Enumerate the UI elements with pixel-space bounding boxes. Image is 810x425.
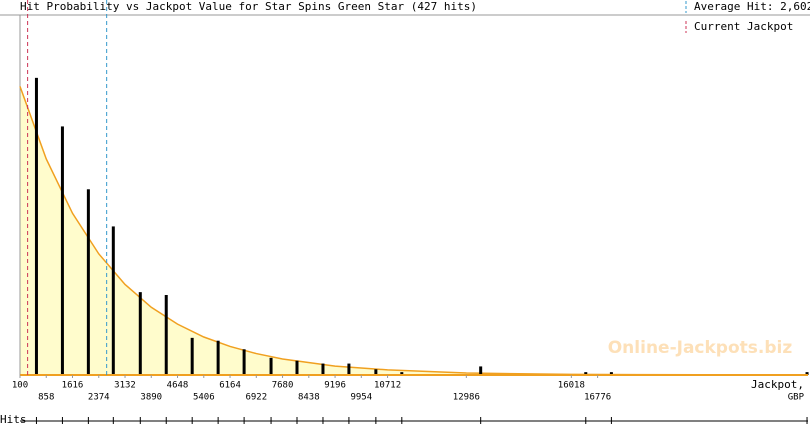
bar: [479, 366, 483, 375]
legend-label: Current Jackpot: [694, 20, 793, 33]
bar: [190, 337, 194, 375]
curve-area: [20, 86, 808, 375]
bar: [609, 372, 613, 375]
rug-label: Hits: [0, 413, 27, 425]
bar: [60, 126, 64, 375]
x-tick-label: 9954: [350, 393, 372, 403]
x-tick-label: 1616: [62, 381, 84, 391]
bar: [374, 369, 378, 375]
bar: [295, 360, 299, 375]
bar: [400, 372, 404, 375]
bar: [584, 372, 588, 375]
bar: [34, 77, 38, 375]
bar: [242, 349, 246, 375]
x-tick-label: 8438: [298, 393, 320, 403]
chart-title: Hit Probability vs Jackpot Value for Sta…: [20, 0, 477, 13]
x-tick-label: 7680: [272, 381, 294, 391]
x-tick-label: 2374: [88, 393, 110, 403]
bar: [216, 340, 220, 375]
legend-label: Average Hit: 2,602: [694, 0, 810, 13]
bar: [138, 292, 142, 375]
x-tick-label: 6922: [245, 393, 267, 403]
x-tick-label: 100: [12, 381, 28, 391]
x-tick-label: 10712: [374, 381, 401, 391]
bar: [164, 295, 168, 375]
x-tick-label: 16018: [558, 381, 585, 391]
bar: [805, 372, 809, 375]
x-tick-label: 9196: [324, 381, 346, 391]
x-tick-label: 6164: [219, 381, 241, 391]
bar: [111, 226, 115, 375]
x-tick-label: 5406: [193, 393, 215, 403]
bar: [269, 357, 273, 375]
x-tick-label: 12986: [453, 393, 480, 403]
watermark: Online-Jackpots.biz: [608, 338, 793, 358]
x-axis-label: GBP: [788, 393, 805, 403]
x-tick-label: 3890: [140, 393, 162, 403]
x-axis-label: Jackpot,: [751, 378, 804, 391]
x-tick-label: 16776: [584, 393, 611, 403]
bar: [321, 363, 325, 375]
x-tick-label: 4648: [167, 381, 189, 391]
bar: [86, 189, 90, 375]
x-tick-label: 858: [38, 393, 54, 403]
x-tick-label: 3132: [114, 381, 136, 391]
bar: [347, 363, 351, 375]
